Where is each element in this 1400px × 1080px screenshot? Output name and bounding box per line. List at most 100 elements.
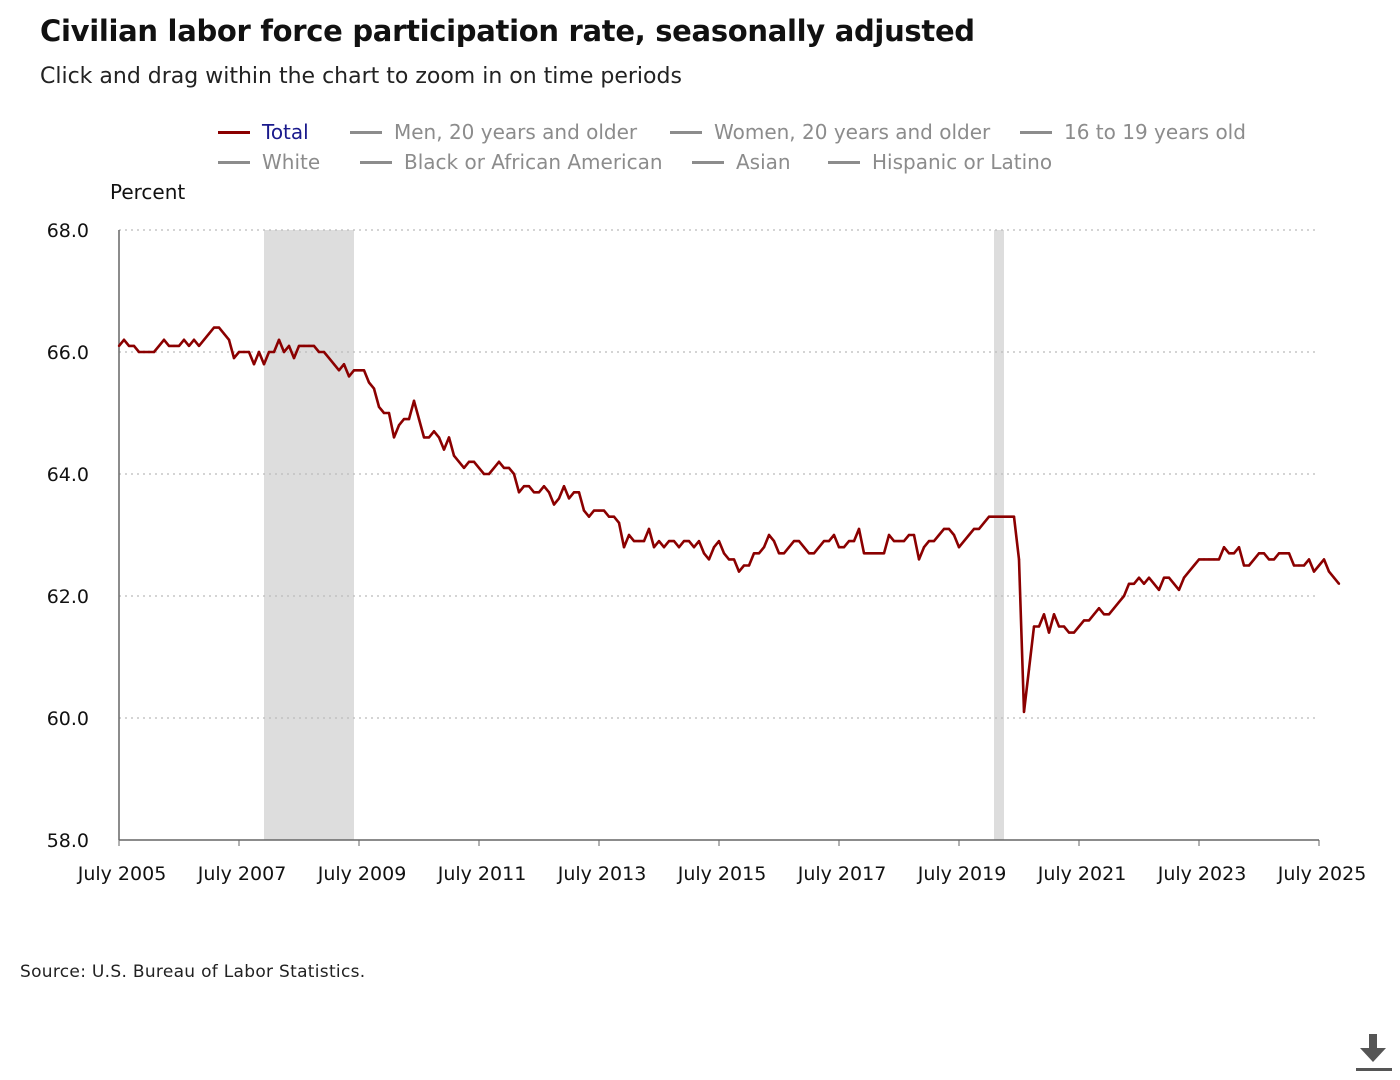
data-point <box>787 546 791 549</box>
data-point <box>1237 546 1241 549</box>
data-point <box>1217 558 1221 561</box>
data-point <box>422 436 426 439</box>
data-point <box>487 472 491 476</box>
legend-item-hispanic-or-latino[interactable]: Hispanic or Latino <box>828 150 1052 174</box>
data-point <box>942 527 946 531</box>
data-point <box>277 338 281 341</box>
data-point <box>687 539 691 543</box>
data-point <box>692 546 696 549</box>
legend-item-16-to-19-years-old[interactable]: 16 to 19 years old <box>1020 120 1246 144</box>
data-point <box>462 466 466 470</box>
data-point <box>142 350 146 354</box>
data-point <box>1052 613 1056 616</box>
data-point <box>992 515 996 518</box>
legend-swatch <box>1020 130 1052 134</box>
data-point <box>1107 613 1111 616</box>
x-tick-label: July 2023 <box>1157 863 1247 885</box>
data-point <box>1292 564 1296 567</box>
data-point <box>497 460 501 463</box>
data-point <box>1032 625 1036 628</box>
data-point <box>247 350 251 354</box>
data-point <box>167 344 171 348</box>
data-point <box>1042 613 1046 616</box>
legend-item-white[interactable]: White <box>218 150 320 174</box>
data-point <box>1177 588 1181 592</box>
data-point <box>857 527 861 531</box>
data-point <box>252 363 256 366</box>
data-point <box>457 460 461 463</box>
data-point <box>1212 558 1216 561</box>
data-point <box>662 546 666 549</box>
data-point <box>547 491 551 494</box>
data-point <box>607 515 611 518</box>
data-point <box>907 533 911 537</box>
data-point <box>527 485 531 488</box>
data-point <box>552 503 556 506</box>
data-point <box>917 558 921 561</box>
data-point <box>272 350 276 354</box>
line-chart[interactable]: 58.0 60.0 62.0 64.0 66.0 68.0 Percent July 2005… <box>0 0 1400 900</box>
data-point <box>732 558 736 561</box>
data-point <box>352 369 356 372</box>
legend-label: Black or African American <box>404 150 663 174</box>
data-point <box>157 344 161 348</box>
data-point <box>877 552 881 555</box>
x-tick-label: July 2009 <box>317 863 407 885</box>
data-point <box>1172 582 1176 585</box>
data-point <box>777 552 781 555</box>
data-point <box>797 539 801 543</box>
data-point <box>1157 588 1161 592</box>
data-point <box>202 338 206 341</box>
data-point <box>852 539 856 543</box>
legend-item-women-20-years-and-older[interactable]: Women, 20 years and older <box>670 120 990 144</box>
data-point <box>577 491 581 494</box>
data-point <box>1152 582 1156 585</box>
data-point <box>342 363 346 366</box>
legend-item-asian[interactable]: Asian <box>692 150 791 174</box>
data-point <box>212 326 216 329</box>
data-point <box>882 552 886 555</box>
legend-item-total[interactable]: Total <box>218 120 309 144</box>
legend-label: Hispanic or Latino <box>872 150 1053 174</box>
data-point <box>647 527 651 531</box>
data-point <box>377 405 381 409</box>
data-point <box>562 485 566 488</box>
data-point <box>1232 552 1236 555</box>
legend-item-men-20-years-and-older[interactable]: Men, 20 years and older <box>350 120 637 144</box>
data-point <box>747 564 751 567</box>
data-point <box>867 552 871 555</box>
data-point <box>1252 558 1256 561</box>
data-point <box>682 539 686 543</box>
data-point <box>987 515 991 518</box>
data-point <box>362 369 366 372</box>
data-point <box>1317 564 1321 567</box>
legend-label: Men, 20 years and older <box>394 120 638 144</box>
data-point <box>267 350 271 354</box>
data-point <box>522 485 526 488</box>
data-point <box>402 417 406 421</box>
data-point <box>717 539 721 543</box>
legend-swatch <box>350 130 382 134</box>
data-point <box>122 338 126 341</box>
data-point <box>517 491 521 494</box>
download-icon[interactable] <box>1352 1030 1396 1074</box>
data-point <box>1262 552 1266 555</box>
data-point <box>1202 558 1206 561</box>
legend-item-black-or-african-american[interactable]: Black or African American <box>360 150 663 174</box>
data-point <box>932 539 936 543</box>
data-point <box>482 472 486 476</box>
x-tick-label: July 2013 <box>557 863 647 885</box>
data-point <box>1037 625 1041 628</box>
data-point <box>452 454 456 457</box>
data-point <box>707 558 711 561</box>
data-point <box>722 552 726 555</box>
data-point <box>1227 552 1231 555</box>
data-point <box>957 546 961 549</box>
data-point <box>297 344 301 348</box>
y-tick-label: 60.0 <box>47 708 89 730</box>
y-tick-label: 64.0 <box>47 464 89 486</box>
data-point <box>742 564 746 567</box>
data-point <box>512 472 516 476</box>
data-point <box>727 558 731 561</box>
data-point <box>927 539 931 543</box>
